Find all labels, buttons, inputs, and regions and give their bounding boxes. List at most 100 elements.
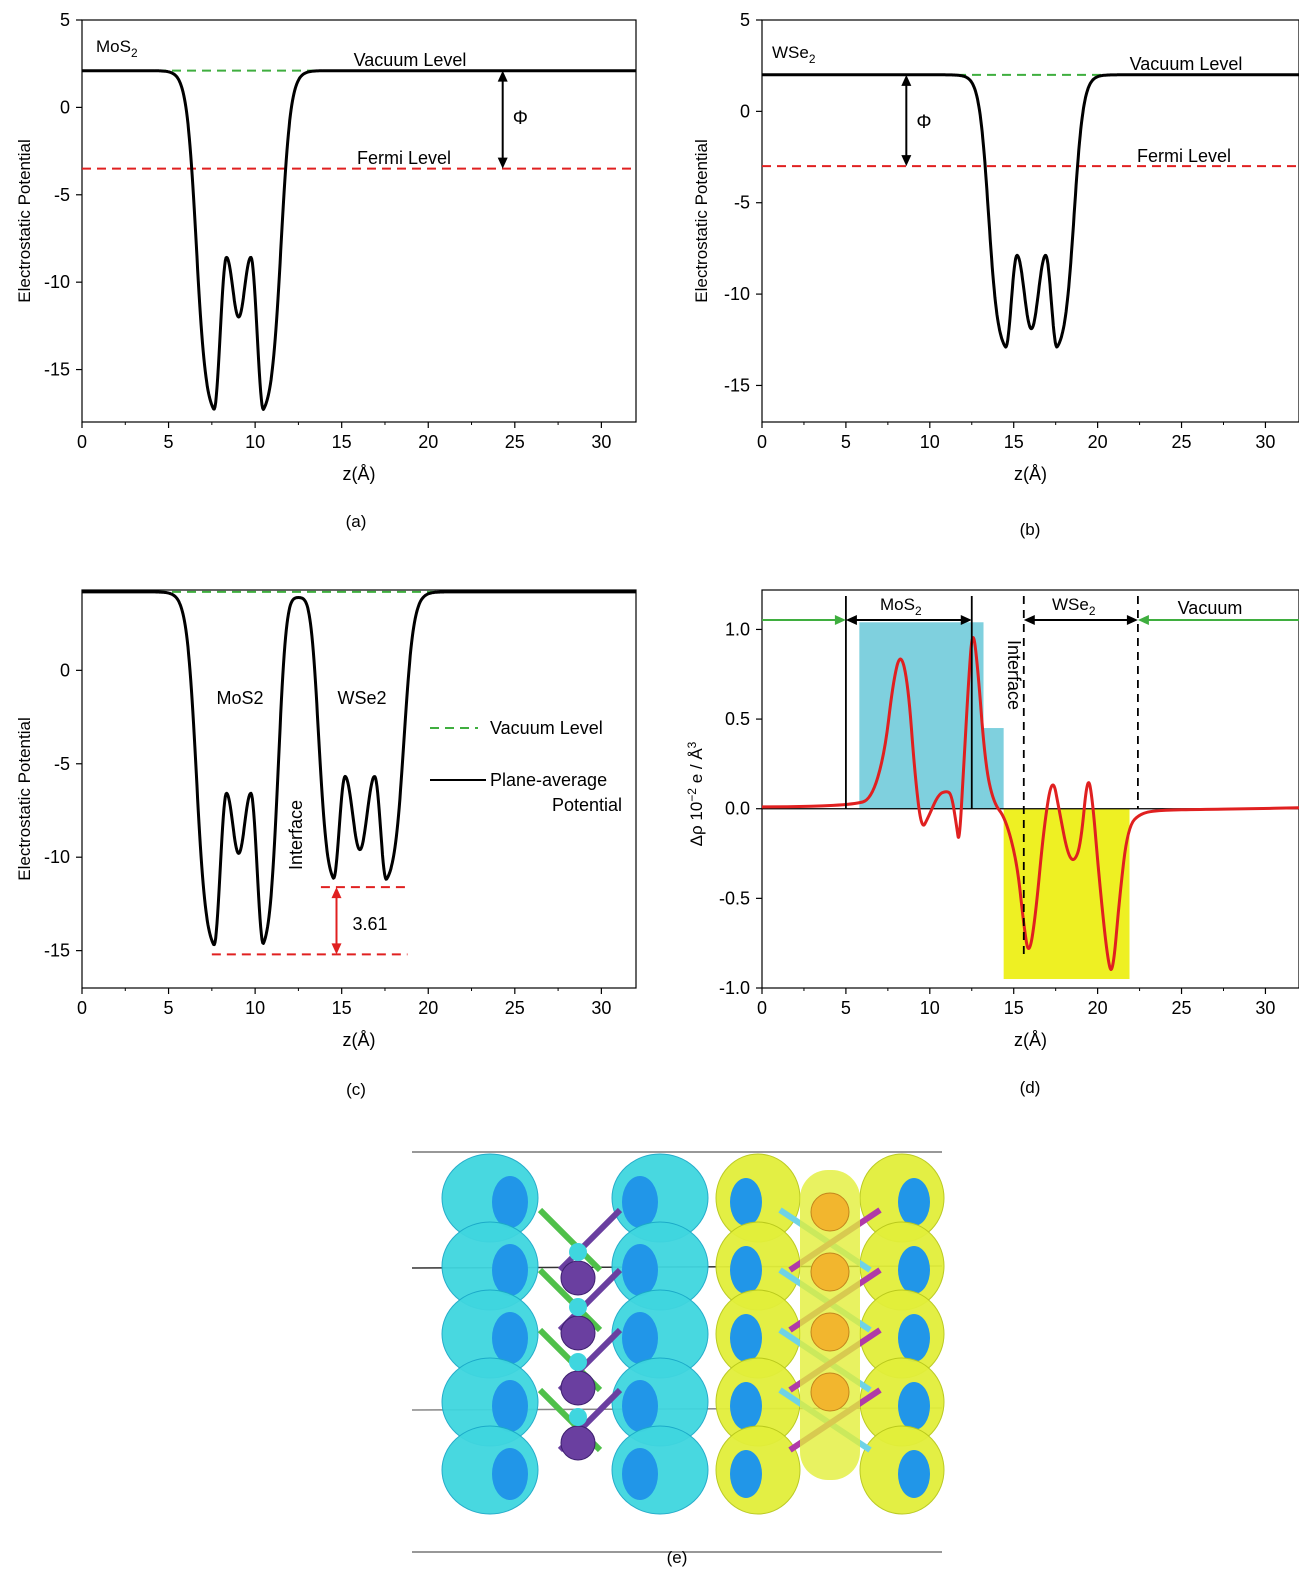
s-atom-2 (569, 1353, 587, 1371)
x-tick-label-d-5: 25 (1172, 998, 1192, 1018)
y-tick-label-c-0: 0 (60, 660, 70, 680)
plot-frame-d (761, 589, 1299, 989)
y-tick-label-a-2: -5 (54, 185, 70, 205)
mos2-region-arrow-d (845, 615, 972, 625)
mos2-bond-a-1 (537, 1267, 603, 1333)
phi-label-a: Φ (513, 108, 528, 129)
x-tick-label-a-0: 0 (77, 432, 87, 452)
y-tick-label-a-0: 5 (60, 10, 70, 30)
mos2-region-label-d: MoS2 (880, 595, 922, 618)
y-tick-label-c-2: -10 (44, 847, 70, 867)
y-axis-label-c: Electrostatic Potential (15, 717, 34, 880)
y-tick-label-d-0: 1.0 (725, 619, 750, 639)
x-tick-label-d-2: 10 (920, 998, 940, 1018)
wse2-depletion-core-1-3 (898, 1382, 930, 1430)
interface-label-c: Interface (286, 800, 306, 870)
w-atom-0 (810, 1192, 850, 1232)
mos2-depletion-core-0-4 (492, 1448, 528, 1500)
s-atom-3 (569, 1408, 587, 1426)
x-tick-label-c-5: 25 (505, 998, 525, 1018)
vacuum-arrow-right-d (1137, 615, 1299, 625)
x-tick-label-a-5: 25 (505, 432, 525, 452)
mos2-bond-a-0 (537, 1207, 603, 1273)
mos2-depletion-core-1-1 (622, 1244, 658, 1296)
x-axis-label-a: z(Å) (343, 464, 376, 484)
wse2-depletion-core-0-4 (730, 1450, 762, 1498)
y-tick-label-a-1: 0 (60, 97, 70, 117)
y-tick-label-a-3: -10 (44, 272, 70, 292)
interface-label-d: Interface (1004, 640, 1024, 710)
x-tick-label-a-4: 20 (418, 432, 438, 452)
caption-c: (c) (346, 1080, 366, 1099)
fermi-level-label-a: Fermi Level (357, 148, 451, 168)
x-tick-label-d-4: 20 (1088, 998, 1108, 1018)
vacuum-arrow-left-d (762, 615, 846, 625)
x-tick-label-a-1: 5 (164, 432, 174, 452)
x-tick-label-c-0: 0 (77, 998, 87, 1018)
phi-arrow-b (901, 74, 912, 167)
mos2-depletion-core-0-1 (492, 1244, 528, 1296)
y-tick-label-b-3: -10 (724, 284, 750, 304)
potential-curve-c (81, 590, 637, 947)
y-tick-label-d-3: -0.5 (719, 888, 750, 908)
vacuum-level-label-b: Vacuum Level (1130, 54, 1243, 74)
wse2-depletion-core-1-1 (898, 1246, 930, 1294)
material-label-a: MoS2 (96, 37, 138, 60)
phi-label-b: Φ (916, 112, 931, 133)
y-tick-label-b-4: -15 (724, 375, 750, 395)
wse2-region-arrow-d (1023, 615, 1138, 625)
x-tick-label-c-1: 5 (164, 998, 174, 1018)
x-tick-label-a-3: 15 (332, 432, 352, 452)
charge-block-1-d (983, 728, 1004, 809)
y-tick-label-d-2: 0.0 (725, 799, 750, 819)
wse2-depletion-core-0-0 (730, 1178, 762, 1226)
mo-atom-1 (560, 1315, 596, 1351)
mos2-depletion-core-1-0 (622, 1176, 658, 1228)
mos2-bond-b-0 (557, 1207, 623, 1273)
wse2-depletion-core-1-2 (898, 1314, 930, 1362)
mos2-depletion-core-0-2 (492, 1312, 528, 1364)
plot-frame-c (81, 589, 637, 989)
y-tick-label-c-1: -5 (54, 754, 70, 774)
plot-frame-a (81, 19, 637, 423)
wse2-depletion-core-0-2 (730, 1314, 762, 1362)
s-atom-1 (569, 1298, 587, 1316)
x-axis-label-b: z(Å) (1014, 464, 1047, 484)
x-tick-label-b-1: 5 (841, 432, 851, 452)
w-atom-2 (810, 1312, 850, 1352)
y-tick-label-c-3: -15 (44, 941, 70, 961)
delta-rho-curve-d (761, 636, 1299, 971)
wse2-depletion-core-0-3 (730, 1382, 762, 1430)
y-axis-label-b: Electrostatic Potential (692, 139, 711, 302)
x-axis-label-d: z(Å) (1014, 1030, 1047, 1050)
y-tick-label-d-4: -1.0 (719, 978, 750, 998)
y-axis-label-a: Electrostatic Potential (15, 139, 34, 302)
x-tick-label-b-4: 20 (1088, 432, 1108, 452)
x-tick-label-d-0: 0 (757, 998, 767, 1018)
caption-e: (e) (666, 1548, 688, 1567)
plot-frame-b (761, 19, 1299, 423)
y-axis-label-d: Δρ 10−2 e / Å3 (685, 741, 706, 846)
vacuum-level-label-a: Vacuum Level (354, 50, 467, 70)
caption-d: (d) (1019, 1078, 1041, 1097)
mos2-label-c: MoS2 (216, 688, 263, 708)
x-tick-label-a-2: 10 (245, 432, 265, 452)
phi-arrow-a (497, 70, 508, 169)
x-tick-label-c-4: 20 (418, 998, 438, 1018)
x-tick-label-b-2: 10 (920, 432, 940, 452)
wse2-depletion-core-1-4 (898, 1450, 930, 1498)
mos2-depletion-core-1-3 (622, 1380, 658, 1432)
wse2-region-label-d: WSe2 (1052, 595, 1096, 618)
potential-curve-b (761, 73, 1299, 349)
mo-atom-2 (560, 1370, 596, 1406)
mo-atom-0 (560, 1260, 596, 1296)
legend-label-potential-c: Plane-average (490, 770, 607, 790)
charge-block-2-d (1003, 808, 1130, 980)
x-tick-label-b-3: 15 (1004, 432, 1024, 452)
s-atom-0 (569, 1243, 587, 1261)
potential-curve-a (81, 69, 637, 411)
charge-density-structure (411, 1151, 945, 1553)
x-tick-label-d-6: 30 (1255, 998, 1275, 1018)
x-axis-label-c: z(Å) (343, 1030, 376, 1050)
